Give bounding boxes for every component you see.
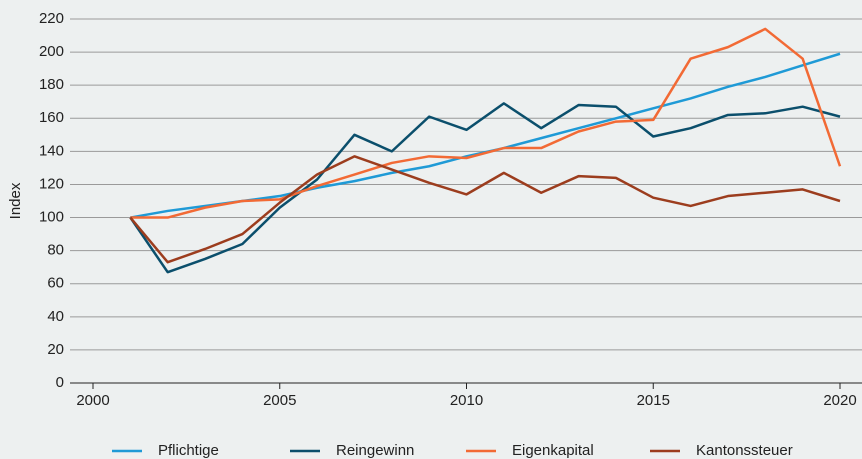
legend-label: Eigenkapital <box>512 442 594 459</box>
x-tick-label: 2010 <box>450 392 483 409</box>
y-tick-label: 40 <box>47 308 64 325</box>
y-tick-label: 200 <box>39 43 64 60</box>
series-line <box>130 27 842 219</box>
x-tick-label: 2000 <box>76 392 109 409</box>
y-tick-label: 80 <box>47 242 64 259</box>
y-tick-label: 120 <box>39 175 64 192</box>
y-tick-label: 180 <box>39 76 64 93</box>
y-tick-label: 0 <box>56 374 64 391</box>
legend-label: Pflichtige <box>158 442 219 459</box>
y-tick-label: 20 <box>47 341 64 358</box>
x-tick-label: 2020 <box>823 392 856 409</box>
legend-label: Reingewinn <box>336 442 414 459</box>
x-tick-label: 2015 <box>637 392 670 409</box>
series-line <box>129 155 841 264</box>
x-tick-label: 2005 <box>263 392 296 409</box>
y-tick-label: 140 <box>39 142 64 159</box>
series-line <box>129 102 841 274</box>
y-tick-label: 220 <box>39 10 64 27</box>
y-tick-label: 100 <box>39 209 64 226</box>
y-tick-label: 60 <box>47 275 64 292</box>
legend-label: Kantonssteuer <box>696 442 793 459</box>
y-tick-label: 160 <box>39 109 64 126</box>
y-axis-label: Index <box>7 182 24 219</box>
